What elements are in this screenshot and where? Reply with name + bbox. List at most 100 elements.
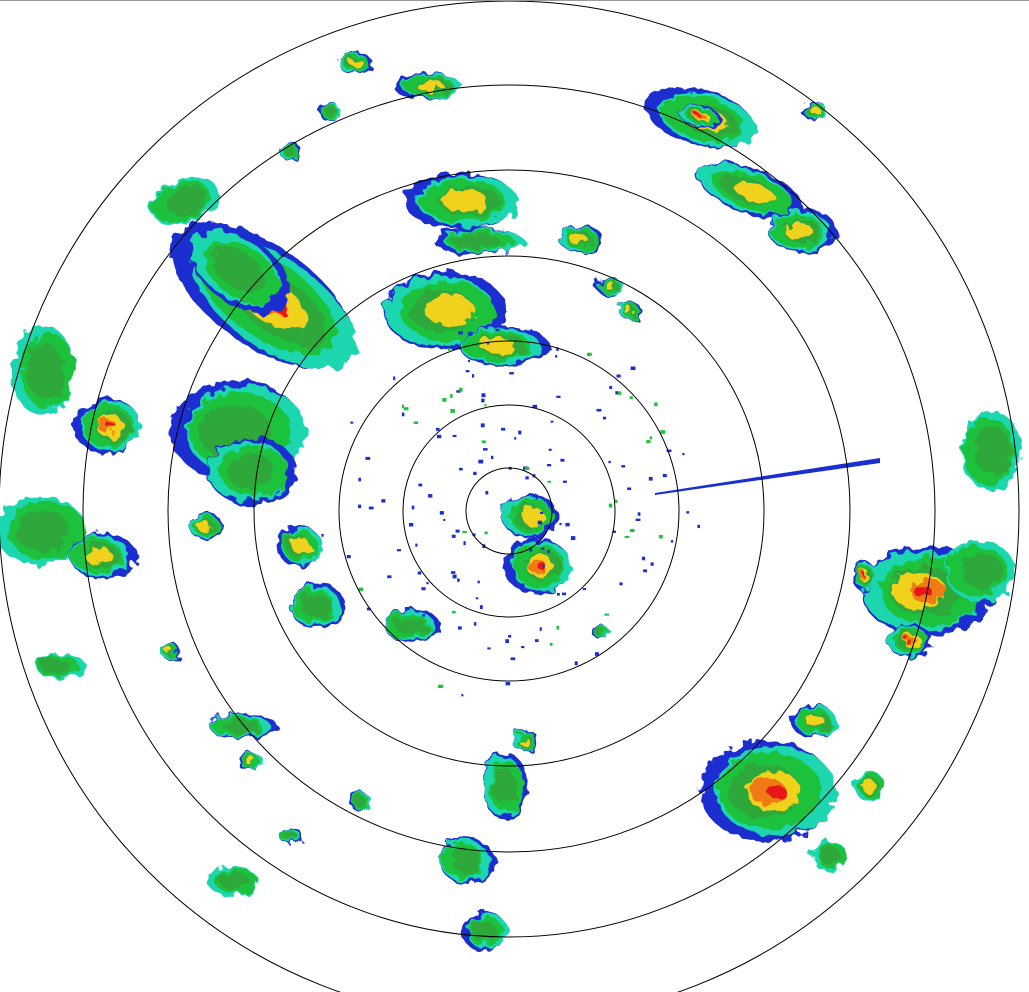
echo-cell	[800, 102, 829, 120]
clutter-speckle	[365, 456, 371, 460]
echo-cell	[459, 325, 549, 367]
clutter-speckle	[486, 342, 490, 345]
clutter-speckle	[604, 613, 610, 616]
clutter-speckle	[547, 480, 551, 483]
clutter-speckle	[457, 578, 460, 582]
echo-cell	[207, 437, 297, 505]
clutter-speckle	[387, 575, 392, 579]
range-ring-1	[465, 467, 553, 555]
clutter-speckle	[401, 412, 405, 417]
echo-cell	[207, 866, 258, 896]
echo-layer	[292, 537, 310, 555]
clutter-speckle	[534, 639, 539, 643]
clutter-speckle	[547, 549, 550, 553]
echo-cell	[348, 792, 371, 810]
echo-layer	[451, 849, 482, 873]
clutter-speckle	[436, 434, 442, 439]
echo-layer	[452, 233, 500, 249]
clutter-speckle	[409, 523, 414, 527]
clutter-speckle	[472, 533, 476, 537]
clutter-speckle	[485, 491, 489, 495]
echo-layer	[480, 337, 516, 355]
clutter-speckle	[495, 328, 500, 332]
clutter-speckle	[650, 562, 654, 566]
clutter-speckle	[481, 393, 486, 398]
clutter-speckle	[452, 434, 457, 438]
clutter-speckle	[418, 483, 423, 487]
clutter-speckle	[483, 448, 488, 451]
range-ring-2	[402, 404, 616, 618]
echo-layer	[25, 344, 65, 398]
clutter-speckle	[629, 396, 633, 400]
echo-layer	[810, 107, 821, 115]
echo-cell	[404, 173, 518, 229]
clutter-speckle	[381, 499, 386, 503]
echo-cell	[790, 704, 836, 738]
clutter-speckle	[479, 605, 483, 610]
echo-cell	[317, 102, 341, 120]
clutter-speckle	[346, 555, 351, 559]
clutter-speckle	[596, 408, 602, 412]
clutter-speckle	[648, 477, 653, 481]
clutter-speckle	[481, 440, 486, 444]
clutter-speckle	[627, 487, 632, 491]
clutter-speckle	[505, 682, 511, 686]
clutter-speckle	[565, 522, 570, 527]
echo-layer	[569, 233, 587, 245]
echo-cell	[0, 496, 86, 566]
clutter-speckle	[491, 455, 494, 460]
echo-layer	[301, 594, 332, 618]
echo-cell	[384, 609, 441, 643]
clutter-speckle	[480, 423, 485, 428]
clutter-speckle	[442, 398, 447, 402]
echo-layer	[861, 779, 876, 793]
clutter-speckle	[477, 580, 480, 584]
echo-cell	[235, 752, 264, 770]
clutter-speckle	[525, 476, 529, 480]
echo-cell	[678, 103, 722, 129]
clutter-speckle	[484, 531, 488, 535]
clutter-speckle	[529, 548, 533, 552]
clutter-speckle	[541, 547, 545, 550]
echo-cell	[769, 208, 837, 254]
clutter-speckle	[556, 625, 560, 630]
echo-cell	[961, 411, 1022, 491]
clutter-speckle	[560, 458, 565, 462]
clutter-speckle	[662, 474, 667, 478]
echo-layer	[165, 647, 173, 655]
echo-cell	[439, 838, 496, 884]
clutter-speckle	[473, 622, 477, 626]
clutter-speckle	[555, 355, 558, 358]
echo-cell	[279, 827, 303, 845]
clutter-speckle	[539, 627, 542, 631]
clutter-speckle	[532, 404, 538, 409]
clutter-speckle	[518, 430, 522, 435]
clutter-speckle	[411, 505, 415, 510]
clutter-speckle	[556, 347, 559, 351]
clutter-speckle	[614, 499, 618, 503]
clutter-speckle	[450, 571, 456, 574]
clutter-speckle	[450, 394, 453, 398]
clutter-speckle	[616, 374, 621, 378]
clutter-speckle	[321, 533, 324, 537]
clutter-speckle	[451, 610, 456, 614]
echo-layer	[442, 189, 488, 213]
clutter-speckle	[548, 448, 552, 451]
echo-cell	[482, 752, 528, 820]
range-ring-3	[338, 340, 680, 682]
echo-cell	[433, 227, 524, 255]
interference-spoke	[655, 458, 880, 495]
range-ring-6	[82, 84, 936, 938]
clutter-speckle	[521, 646, 525, 649]
echo-cell	[699, 740, 836, 842]
echo-layer	[960, 553, 1003, 589]
clutter-speckle	[439, 511, 444, 515]
echo-cell	[188, 512, 223, 540]
echo-layer	[521, 507, 544, 525]
clutter-speckle	[549, 642, 553, 646]
clutter-speckle	[366, 607, 371, 611]
echo-cell	[854, 771, 885, 801]
clutter-speckle	[542, 531, 546, 535]
clutter-speckle	[358, 477, 361, 482]
clutter-speckle	[616, 391, 622, 395]
